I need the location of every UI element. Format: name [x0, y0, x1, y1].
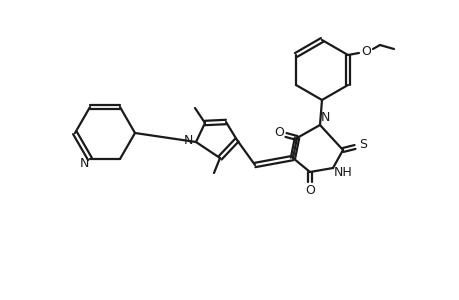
Text: N: N — [319, 110, 329, 124]
Text: N: N — [183, 134, 192, 146]
Text: O: O — [360, 44, 370, 58]
Text: O: O — [274, 125, 283, 139]
Text: S: S — [358, 137, 366, 151]
Text: NH: NH — [333, 167, 352, 179]
Text: N: N — [79, 158, 89, 170]
Text: O: O — [304, 184, 314, 196]
